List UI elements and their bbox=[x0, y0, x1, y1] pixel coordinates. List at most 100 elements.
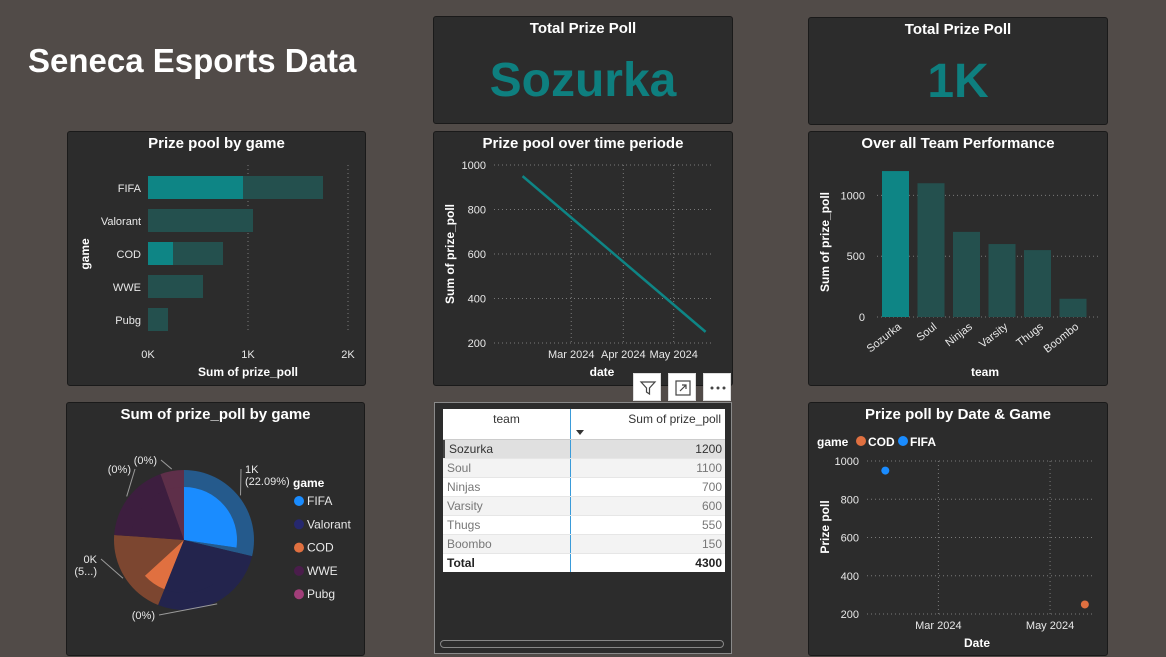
table-header-row: team Sum of prize_poll bbox=[443, 409, 725, 440]
prize-over-time-plot: Sum of prize_poll date 200 400 600 800 1000 M… bbox=[443, 160, 714, 379]
y-tick-label: 800 bbox=[468, 205, 486, 217]
prize-share-by-game-chart[interactable]: Sum of prize_poll by game game 1K (22.09%… bbox=[66, 402, 365, 656]
data-label: (22.09%) bbox=[245, 476, 290, 488]
table-row[interactable]: Sozurka 1200 bbox=[443, 440, 725, 459]
y-tick-label: COD bbox=[117, 249, 142, 261]
x-tick-label: May 2024 bbox=[650, 349, 698, 361]
cell-prize: 1200 bbox=[695, 442, 722, 456]
sort-desc-icon bbox=[576, 430, 584, 435]
cell-team: Varsity bbox=[443, 497, 571, 515]
y-tick-label: 400 bbox=[841, 571, 859, 583]
prize-by-date-game-plot: game Prize poll Date COD FIFA 200 400 600 800… bbox=[817, 435, 1094, 650]
legend-title: game bbox=[293, 476, 325, 490]
x-tick-label: Mar 2024 bbox=[915, 620, 961, 632]
legend-marker bbox=[294, 519, 304, 530]
prize-over-time-chart[interactable]: Prize pool over time periode Sum of priz… bbox=[433, 131, 733, 386]
table-row[interactable]: Varsity 600 bbox=[443, 497, 725, 516]
y-tick-label: 1000 bbox=[462, 160, 486, 172]
x-tick-label: Varsity bbox=[977, 321, 1011, 351]
y-axis-label: Prize poll bbox=[818, 500, 832, 553]
filter-button[interactable] bbox=[633, 373, 661, 401]
x-tick-label: Boombo bbox=[1042, 321, 1082, 356]
page-title: Seneca Esports Data bbox=[28, 42, 357, 79]
x-tick-label: Mar 2024 bbox=[548, 349, 594, 361]
team-performance-plot: Sum of prize_poll team 0 500 1000 Sozurka So… bbox=[818, 171, 1099, 379]
team-performance-chart[interactable]: Over all Team Performance Sum of prize_p… bbox=[808, 131, 1108, 386]
y-axis-label: Sum of prize_poll bbox=[443, 204, 457, 304]
chart-title: Prize pool by game bbox=[148, 135, 285, 152]
kpi-card-top-winner[interactable]: Total Prize Poll Sozurka bbox=[433, 16, 733, 124]
filter-icon bbox=[639, 381, 657, 396]
table-row[interactable]: Boombo 150 bbox=[443, 535, 725, 554]
cell-prize: 700 bbox=[701, 480, 722, 494]
table-row[interactable]: Soul 1100 bbox=[443, 459, 725, 478]
y-tick-label: Valorant bbox=[101, 216, 141, 228]
bar-highlight bbox=[148, 242, 173, 265]
bar bbox=[148, 275, 203, 298]
y-tick-label: 500 bbox=[847, 251, 865, 263]
legend-label: Valorant bbox=[307, 517, 351, 531]
table-row[interactable]: Ninjas 700 bbox=[443, 478, 725, 497]
legend-label: FIFA bbox=[307, 494, 332, 508]
kpi-card-total-prize[interactable]: Total Prize Poll 1K bbox=[808, 17, 1108, 125]
x-axis-label: Sum of prize_poll bbox=[198, 365, 298, 379]
cell-prize: 600 bbox=[701, 499, 722, 513]
pie-slice-inner bbox=[166, 487, 184, 540]
chart-title: Sum of prize_poll by game bbox=[120, 406, 311, 423]
x-tick-label: Soul bbox=[915, 321, 940, 344]
cell-total-value: 4300 bbox=[695, 556, 722, 570]
column-header-team[interactable]: team bbox=[443, 409, 571, 439]
bar bbox=[988, 244, 1016, 317]
table-row[interactable]: Thugs 550 bbox=[443, 516, 725, 535]
column-header-prize[interactable]: Sum of prize_poll bbox=[628, 412, 721, 426]
x-tick-label: May 2024 bbox=[1026, 620, 1074, 632]
prize-by-game-chart[interactable]: Prize pool by game game Sum of prize_pol… bbox=[67, 131, 366, 386]
y-tick-label: 200 bbox=[841, 609, 859, 621]
more-options-button[interactable] bbox=[703, 373, 731, 401]
data-label: 1K bbox=[245, 464, 259, 476]
prize-by-date-game-chart[interactable]: Prize poll by Date & Game game Prize pol… bbox=[808, 402, 1108, 656]
pie-slice-inner bbox=[131, 490, 184, 540]
x-tick-label: Sozurka bbox=[865, 320, 905, 355]
scatter-point bbox=[881, 466, 890, 475]
legend-marker bbox=[856, 436, 866, 446]
legend-marker bbox=[294, 589, 304, 600]
legend-marker bbox=[898, 436, 908, 446]
focus-mode-icon bbox=[675, 380, 691, 396]
x-tick-label: Thugs bbox=[1014, 321, 1046, 350]
series-line bbox=[521, 175, 707, 333]
data-label: (0%) bbox=[108, 464, 131, 476]
kpi-title: Total Prize Poll bbox=[904, 21, 1012, 38]
prize-share-plot: game 1K(22.09%)(0%)0K(5...)(0%)(0%)FIFAV… bbox=[74, 455, 351, 622]
bar bbox=[1024, 250, 1051, 317]
prize-by-game-plot: game Sum of prize_poll 0K 1K 2K FIFA Valoran… bbox=[78, 165, 355, 379]
cell-team: Soul bbox=[443, 459, 571, 477]
pie-slice-highlight bbox=[184, 487, 237, 548]
y-tick-label: 400 bbox=[468, 294, 486, 306]
data-label: (5...) bbox=[74, 566, 97, 578]
pie-slice-highlight bbox=[144, 540, 184, 590]
y-tick-label: Pubg bbox=[115, 315, 141, 327]
pie-slice-inner bbox=[131, 536, 184, 576]
legend-marker bbox=[294, 542, 304, 553]
legend-marker bbox=[294, 496, 304, 506]
y-tick-label: 800 bbox=[841, 494, 859, 506]
bar bbox=[148, 209, 253, 232]
kpi-title: Total Prize Poll bbox=[529, 20, 637, 37]
x-tick-label: 0K bbox=[141, 349, 155, 361]
cell-total-label: Total bbox=[443, 554, 571, 572]
x-tick-label: 1K bbox=[241, 349, 255, 361]
legend-label: WWE bbox=[307, 564, 338, 578]
data-label-leader bbox=[160, 459, 173, 470]
cell-prize: 150 bbox=[701, 537, 722, 551]
team-prize-table: team Sum of prize_poll Sozurka 1200 Soul… bbox=[443, 409, 725, 572]
y-tick-label: 0 bbox=[859, 312, 865, 324]
data-label-leader bbox=[158, 603, 218, 616]
y-axis-label: Sum of prize_poll bbox=[818, 192, 832, 292]
table-horizontal-scrollbar[interactable] bbox=[440, 640, 724, 648]
y-tick-label: 1000 bbox=[835, 456, 859, 468]
team-prize-table-visual[interactable]: team Sum of prize_poll Sozurka 1200 Soul… bbox=[434, 402, 732, 654]
x-tick-label: 2K bbox=[341, 349, 355, 361]
focus-mode-button[interactable] bbox=[668, 373, 696, 401]
more-options-icon bbox=[710, 386, 726, 390]
